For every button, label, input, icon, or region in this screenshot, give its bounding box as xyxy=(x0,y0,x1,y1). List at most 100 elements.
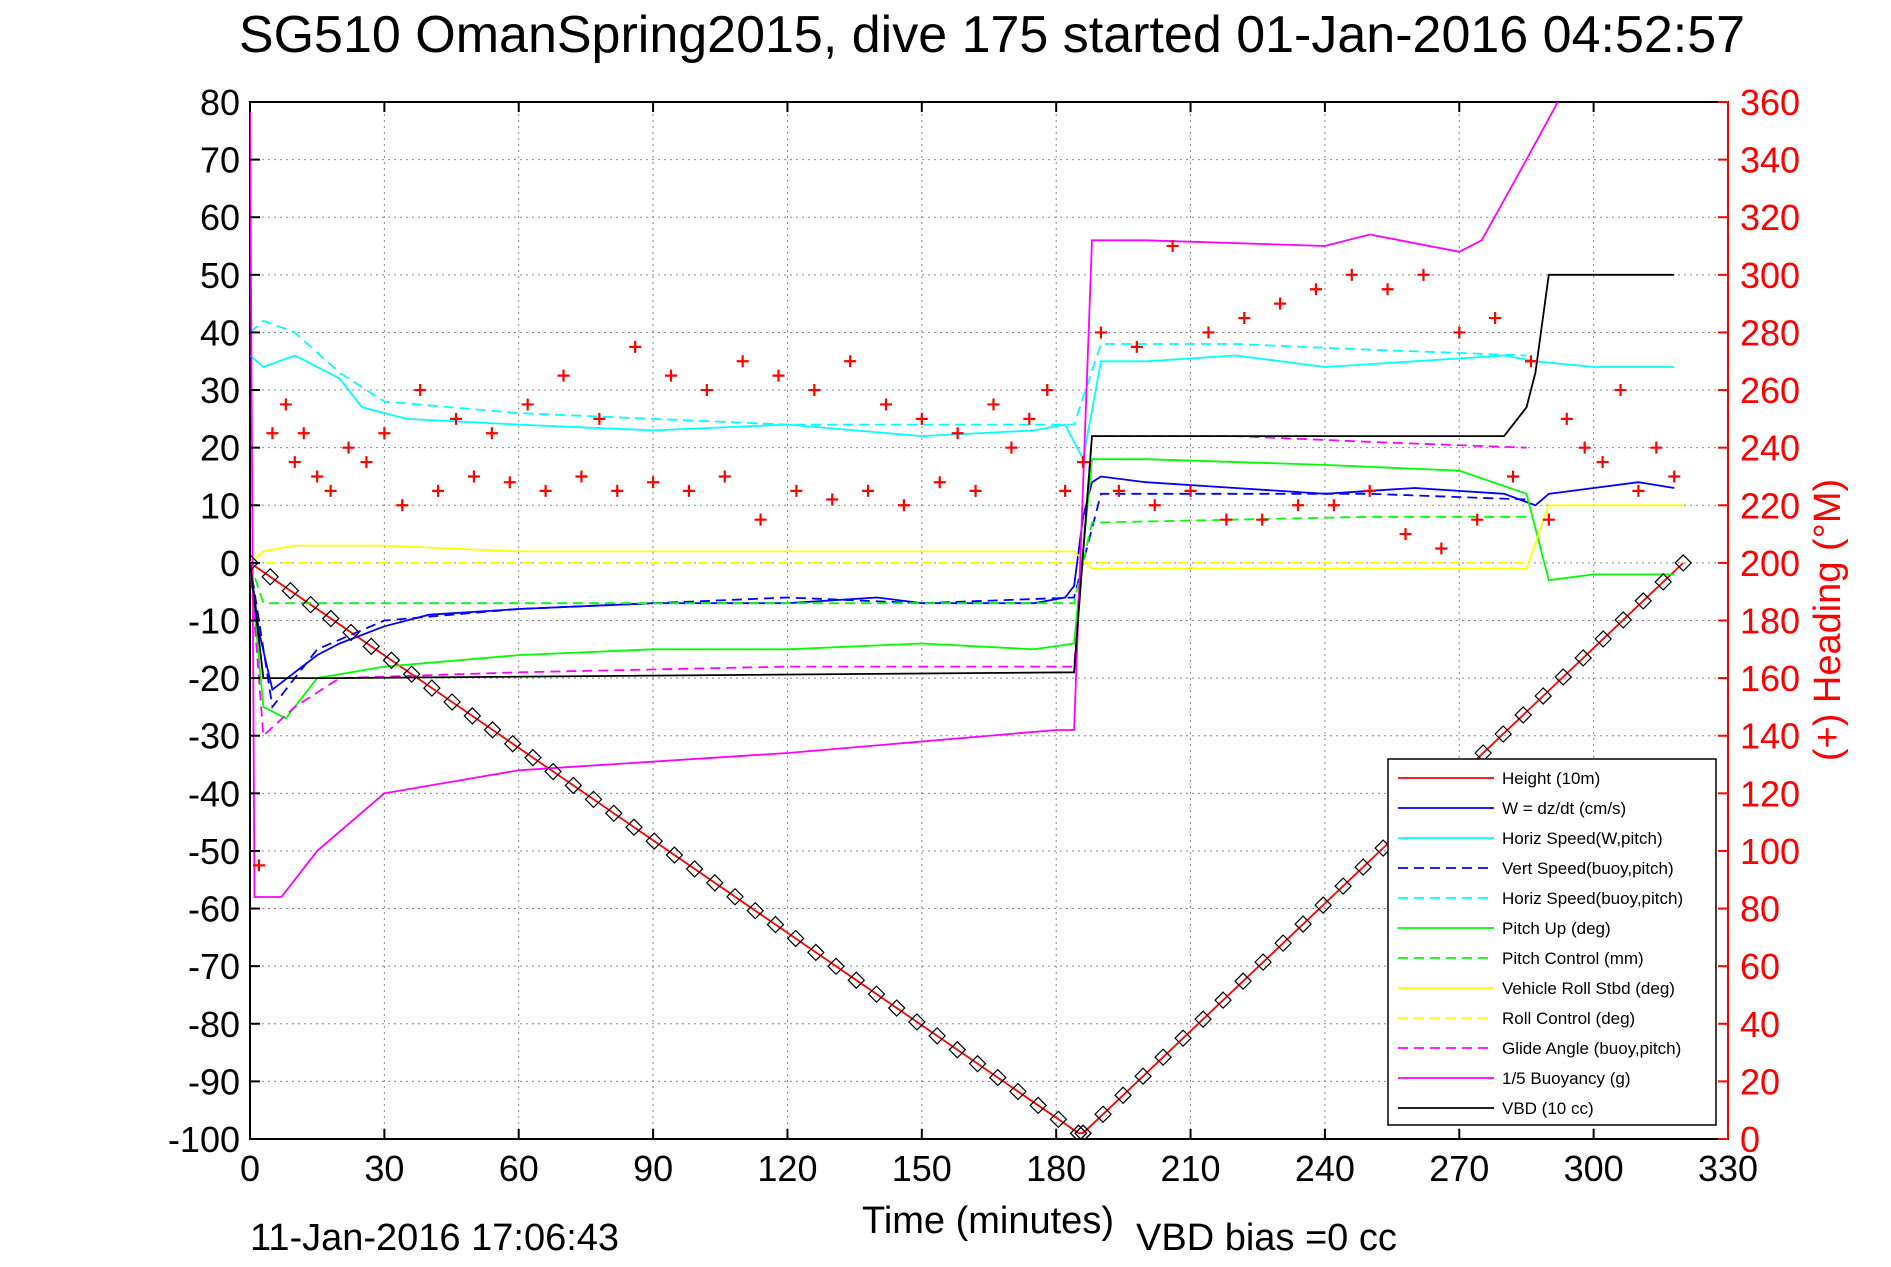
height-marker xyxy=(645,832,664,850)
heading-point xyxy=(665,369,678,382)
height-marker xyxy=(1234,972,1252,990)
y-right-tick-label: 280 xyxy=(1740,312,1800,353)
x-tick-label: 0 xyxy=(240,1148,260,1189)
heading-point xyxy=(611,484,624,497)
heading-point xyxy=(1435,542,1448,555)
heading-point xyxy=(790,484,803,497)
heading-point xyxy=(844,355,857,368)
x-tick-label: 180 xyxy=(1026,1148,1086,1189)
y-left-tick-label: 50 xyxy=(200,255,240,296)
x-tick-label: 150 xyxy=(892,1148,952,1189)
heading-point xyxy=(629,340,642,353)
heading-point xyxy=(1005,441,1018,454)
y-right-tick-label: 200 xyxy=(1740,543,1800,584)
heading-point xyxy=(808,384,821,397)
height-marker xyxy=(604,804,623,823)
heading-point xyxy=(1614,384,1627,397)
height-marker xyxy=(250,554,259,572)
heading-point xyxy=(593,412,606,425)
heading-point xyxy=(360,456,373,469)
heading-point xyxy=(1238,312,1251,325)
height-marker xyxy=(726,887,744,906)
heading-point xyxy=(1327,499,1340,512)
heading-point xyxy=(1202,326,1215,339)
heading-point xyxy=(1184,484,1197,497)
heading-point xyxy=(987,398,1000,411)
y-right-tick-label: 220 xyxy=(1740,485,1800,526)
legend-box xyxy=(1387,758,1717,1126)
y-right-tick-label: 140 xyxy=(1740,716,1800,757)
height-marker xyxy=(1214,991,1232,1010)
heading-point xyxy=(1507,470,1520,483)
heading-point xyxy=(1345,268,1358,281)
y-right-tick-label: 0 xyxy=(1740,1119,1760,1160)
heading-point xyxy=(252,859,265,872)
height-marker xyxy=(1274,934,1292,952)
height-marker xyxy=(382,651,401,670)
heading-point xyxy=(557,369,570,382)
height-marker xyxy=(928,1027,946,1045)
heading-point xyxy=(897,499,910,512)
y-left-tick-label: 70 xyxy=(200,140,240,181)
height-marker xyxy=(625,818,643,837)
heading-point xyxy=(450,412,463,425)
y-left-tick-label: 10 xyxy=(200,485,240,526)
height-marker xyxy=(1314,896,1332,914)
heading-point xyxy=(1596,456,1609,469)
heading-point xyxy=(1059,484,1072,497)
height-marker xyxy=(1534,687,1553,705)
legend-label: Roll Control (deg) xyxy=(1502,1009,1635,1028)
heading-point xyxy=(432,484,445,497)
height-marker xyxy=(968,1054,987,1073)
series-line-3 xyxy=(250,492,1527,710)
y-left-tick-label: -70 xyxy=(188,946,240,987)
heading-point xyxy=(266,427,279,440)
heading-point xyxy=(1578,441,1591,454)
series-line-4 xyxy=(250,319,1527,426)
legend-label: 1/5 Buoyancy (g) xyxy=(1502,1069,1631,1088)
heading-point xyxy=(378,427,391,440)
y-left-tick-label: -90 xyxy=(188,1061,240,1102)
series-line-9 xyxy=(250,435,1527,738)
height-marker xyxy=(261,567,280,586)
heading-point xyxy=(1632,484,1645,497)
heading-markers xyxy=(252,240,1681,872)
y-right-tick-label: 40 xyxy=(1740,1004,1780,1045)
height-marker xyxy=(1674,554,1693,572)
height-marker xyxy=(342,623,360,642)
heading-point xyxy=(1292,499,1305,512)
height-marker xyxy=(1654,573,1673,591)
height-marker xyxy=(483,720,502,739)
heading-point xyxy=(297,427,310,440)
height-marker xyxy=(524,748,542,767)
y-right-tick-label: 340 xyxy=(1740,140,1800,181)
heading-point xyxy=(1417,268,1430,281)
heading-point xyxy=(862,484,875,497)
y-right-tick-label: 300 xyxy=(1740,255,1800,296)
y-right-tick-label: 60 xyxy=(1740,946,1780,987)
height-marker xyxy=(1554,668,1573,686)
height-marker xyxy=(1029,1096,1048,1115)
legend-label: Glide Angle (buoy,pitch) xyxy=(1502,1039,1681,1058)
height-marker xyxy=(463,707,482,725)
y-right-tick-label: 20 xyxy=(1740,1061,1780,1102)
heading-point xyxy=(1274,297,1287,310)
footer-vbd-bias: VBD bias =0 cc xyxy=(1136,1217,1397,1259)
heading-point xyxy=(951,427,964,440)
height-marker xyxy=(443,693,461,711)
heading-point xyxy=(1112,484,1125,497)
y-axis-label-right: (+) Heading (°M) xyxy=(1807,479,1849,761)
height-marker xyxy=(847,971,866,990)
series-line-6 xyxy=(250,515,1527,605)
height-marker xyxy=(948,1040,967,1059)
height-marker xyxy=(867,985,886,1003)
height-marker xyxy=(1354,858,1372,876)
height-marker xyxy=(1294,915,1312,933)
height-marker xyxy=(362,637,381,656)
x-tick-label: 90 xyxy=(633,1148,673,1189)
height-marker xyxy=(746,901,765,920)
heading-point xyxy=(1077,456,1090,469)
y-left-tick-label: -60 xyxy=(188,889,240,930)
height-marker xyxy=(1574,649,1593,667)
